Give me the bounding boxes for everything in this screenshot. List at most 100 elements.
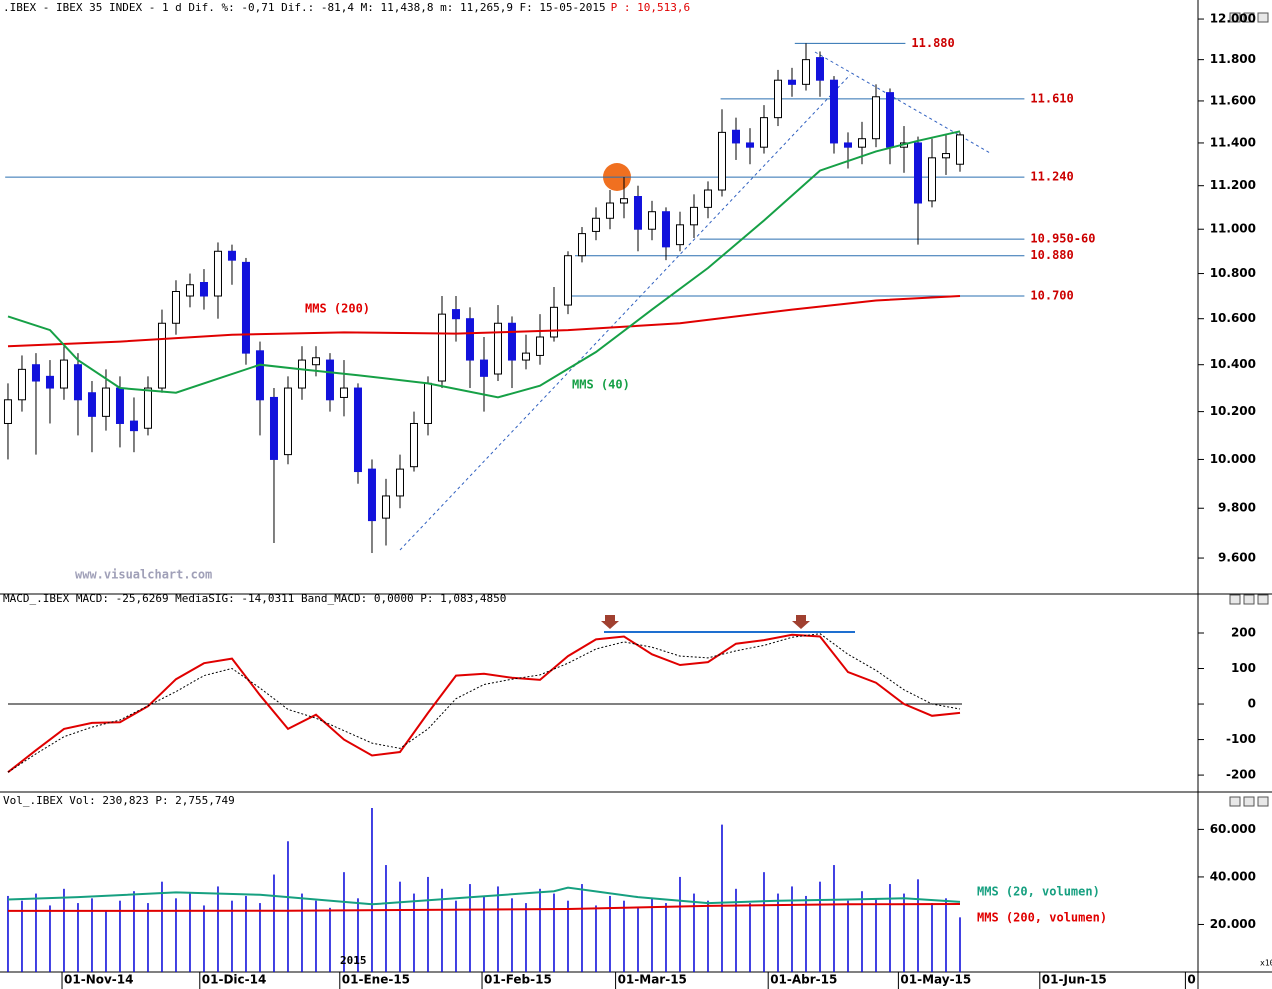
candle-body [297, 359, 306, 389]
candle-body [549, 306, 558, 338]
maximize-button[interactable] [1243, 594, 1255, 605]
candle-body [619, 198, 628, 204]
candle-body [3, 399, 12, 424]
arrow [792, 615, 810, 629]
indicator-line [7, 633, 961, 773]
candle-body [73, 364, 82, 401]
candle-body [857, 138, 866, 148]
candle-body [507, 322, 516, 361]
candle-body [59, 359, 68, 389]
x-tick-label: 01-Dic-14 [202, 973, 267, 987]
level-label: 11.610 [1030, 91, 1073, 105]
candle-body [17, 368, 26, 401]
candle-body [115, 387, 124, 424]
y-tick-label: 40.000 [1210, 869, 1256, 883]
panel-title: Vol_.IBEX Vol: 230,823 P: 2,755,749 [3, 794, 235, 807]
minimize-button[interactable] [1229, 12, 1241, 23]
x-tick-label: 01-Abr-15 [770, 973, 837, 987]
close-button[interactable] [1257, 796, 1269, 807]
corner-label: x10 [1260, 959, 1272, 968]
indicator-line [7, 633, 961, 773]
data-layer: .IBEX - IBEX 35 INDEX - 1 d Dif. %: -0,7… [3, 1, 1272, 989]
y-tick-label: 11.400 [1210, 135, 1256, 149]
candle-body [745, 142, 754, 148]
close-button[interactable] [1257, 12, 1269, 23]
x-tick-label: 01-Jun-15 [1042, 973, 1107, 987]
candle-body [437, 313, 446, 382]
candle-body [311, 357, 320, 366]
x-tick-label: 01-May-15 [900, 973, 971, 987]
y-tick-label: 200 [1231, 625, 1256, 639]
series-label: MMS (200, volumen) [977, 911, 1107, 925]
candle-body [955, 134, 964, 165]
series-label: MMS (20, volumen) [977, 885, 1100, 899]
panel-title: .IBEX - IBEX 35 INDEX - 1 d Dif. %: -0,7… [3, 1, 606, 14]
candle-body [773, 79, 782, 119]
candle-body [493, 322, 502, 375]
candle-body [87, 392, 96, 417]
candle-body [325, 359, 334, 401]
candle-body [787, 79, 796, 85]
y-tick-label: -200 [1226, 768, 1256, 782]
candle-body [171, 291, 180, 324]
x-tick-label: 01-Mar-15 [618, 973, 687, 987]
candle-body [101, 387, 110, 417]
candle-body [241, 261, 250, 354]
candle-body [213, 250, 222, 297]
level-label: 11.240 [1030, 170, 1073, 184]
candle-body [479, 359, 488, 377]
candle-body [717, 131, 726, 191]
candle-body [353, 387, 362, 473]
candle-body [381, 495, 390, 519]
level-label: 10.950-60 [1030, 232, 1095, 246]
window-buttons[interactable] [1229, 12, 1269, 807]
candle-body [157, 322, 166, 389]
candle-body [283, 387, 292, 456]
candle-body [45, 375, 54, 389]
candle-body [395, 468, 404, 497]
x-tick-label: 01-Feb-15 [484, 973, 552, 987]
level-label: 10.880 [1030, 248, 1073, 262]
maximize-button[interactable] [1243, 796, 1255, 807]
y-tick-label: 10.200 [1210, 404, 1256, 418]
candle-body [941, 153, 950, 159]
candle-body [815, 57, 824, 81]
candle-body [535, 336, 544, 356]
candle-body [451, 309, 460, 320]
candle-body [577, 233, 586, 257]
candle-body [675, 224, 684, 246]
minimize-button[interactable] [1229, 594, 1241, 605]
y-tick-label: 60.000 [1210, 822, 1256, 836]
candle-body [255, 350, 264, 401]
x-tick-label: 0 [1187, 973, 1195, 987]
candle-body [885, 92, 894, 148]
level-label: 11.880 [911, 36, 954, 50]
maximize-button[interactable] [1243, 12, 1255, 23]
y-tick-label: -100 [1226, 732, 1256, 746]
close-button[interactable] [1257, 594, 1269, 605]
year-label: 2015 [340, 954, 367, 967]
candle-body [843, 142, 852, 148]
candle-body [129, 420, 138, 432]
candle-body [269, 396, 278, 460]
trend-line [399, 74, 851, 551]
indicator-line [7, 903, 961, 912]
candle-body [199, 282, 208, 297]
x-tick-label: 01-Nov-14 [64, 973, 133, 987]
indicator-line [7, 295, 961, 348]
y-tick-label: 12.000 [1210, 12, 1256, 26]
candle-body [227, 250, 236, 261]
y-tick-label: 10.000 [1210, 452, 1256, 466]
minimize-button[interactable] [1229, 796, 1241, 807]
y-tick-label: 10.600 [1210, 311, 1256, 325]
candle-body [409, 422, 418, 468]
series-label: MMS (40) [572, 378, 630, 392]
candle-body [185, 284, 194, 297]
candle-body [759, 117, 768, 148]
candle-body [605, 202, 614, 219]
candle-body [689, 206, 698, 226]
candle-body [563, 255, 572, 306]
candle-body [465, 318, 474, 361]
